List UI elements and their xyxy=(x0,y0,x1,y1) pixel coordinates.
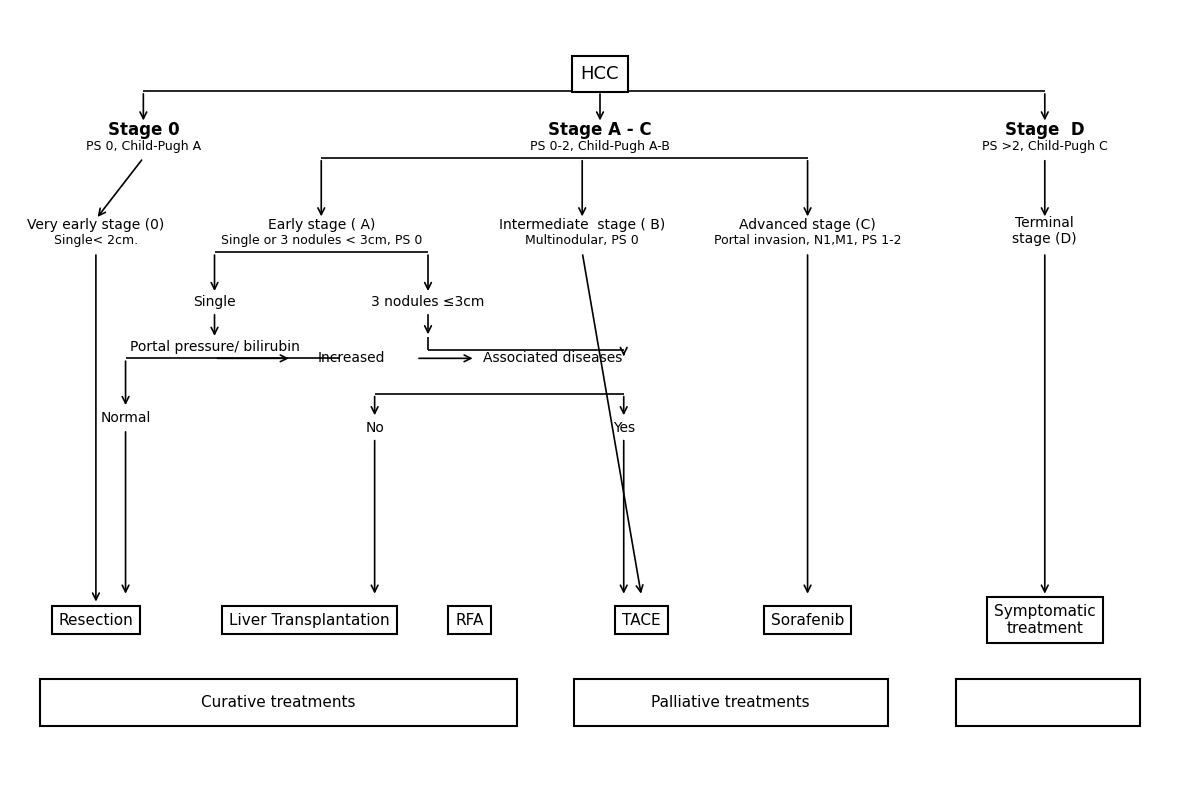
Text: RFA: RFA xyxy=(455,613,484,628)
Text: Stage 0: Stage 0 xyxy=(108,122,179,139)
Text: Associated diseases: Associated diseases xyxy=(482,351,623,366)
Text: Multinodular, PS 0: Multinodular, PS 0 xyxy=(526,234,640,247)
Text: Sorafenib: Sorafenib xyxy=(770,613,845,628)
Text: Palliative treatments: Palliative treatments xyxy=(652,695,810,710)
Bar xyxy=(574,679,888,726)
Text: Portal pressure/ bilirubin: Portal pressure/ bilirubin xyxy=(130,340,300,354)
Text: Advanced stage (C): Advanced stage (C) xyxy=(739,218,876,233)
Text: Yes: Yes xyxy=(613,421,635,434)
Text: Resection: Resection xyxy=(59,613,133,628)
Text: Stage  D: Stage D xyxy=(1004,122,1085,139)
Bar xyxy=(40,679,517,726)
Text: Symptomatic
treatment: Symptomatic treatment xyxy=(994,604,1096,636)
Text: Single< 2cm.: Single< 2cm. xyxy=(54,234,138,247)
Text: Stage A - C: Stage A - C xyxy=(548,122,652,139)
Text: PS 0-2, Child-Pugh A-B: PS 0-2, Child-Pugh A-B xyxy=(530,140,670,154)
Text: TACE: TACE xyxy=(623,613,661,628)
Text: Single or 3 nodules < 3cm, PS 0: Single or 3 nodules < 3cm, PS 0 xyxy=(221,234,422,247)
Text: No: No xyxy=(365,421,384,434)
Text: Liver Transplantation: Liver Transplantation xyxy=(229,613,390,628)
Text: Portal invasion, N1,M1, PS 1-2: Portal invasion, N1,M1, PS 1-2 xyxy=(714,234,901,247)
Text: Intermediate  stage ( B): Intermediate stage ( B) xyxy=(499,218,665,233)
Text: Curative treatments: Curative treatments xyxy=(202,695,356,710)
Text: Single: Single xyxy=(193,294,236,309)
Text: Early stage ( A): Early stage ( A) xyxy=(268,218,374,233)
Text: 3 nodules ≤3cm: 3 nodules ≤3cm xyxy=(371,294,485,309)
Text: Increased: Increased xyxy=(317,351,385,366)
Text: Very early stage (0): Very early stage (0) xyxy=(28,218,164,233)
Text: PS >2, Child-Pugh C: PS >2, Child-Pugh C xyxy=(982,140,1108,154)
Text: Terminal
stage (D): Terminal stage (D) xyxy=(1013,216,1078,246)
Text: HCC: HCC xyxy=(581,65,619,82)
Text: Normal: Normal xyxy=(101,411,151,425)
Bar xyxy=(956,679,1140,726)
Text: PS 0, Child-Pugh A: PS 0, Child-Pugh A xyxy=(85,140,200,154)
